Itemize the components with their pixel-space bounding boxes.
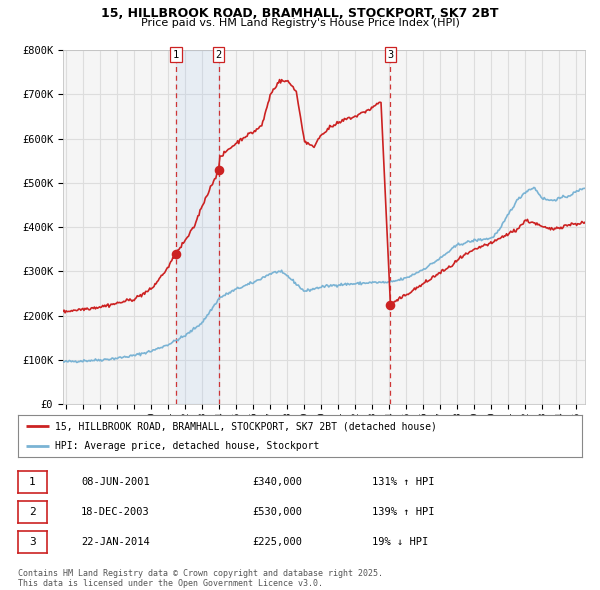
Text: HPI: Average price, detached house, Stockport: HPI: Average price, detached house, Stoc…: [55, 441, 319, 451]
Point: [214, 165, 224, 175]
Text: £225,000: £225,000: [252, 537, 302, 547]
Text: Price paid vs. HM Land Registry's House Price Index (HPI): Price paid vs. HM Land Registry's House …: [140, 18, 460, 28]
Text: 2: 2: [29, 507, 36, 517]
Text: 1: 1: [173, 50, 179, 60]
Text: 2: 2: [215, 50, 222, 60]
Point: [171, 249, 181, 258]
Text: 08-JUN-2001: 08-JUN-2001: [81, 477, 150, 487]
Text: 15, HILLBROOK ROAD, BRAMHALL, STOCKPORT, SK7 2BT: 15, HILLBROOK ROAD, BRAMHALL, STOCKPORT,…: [101, 7, 499, 20]
Text: 19% ↓ HPI: 19% ↓ HPI: [372, 537, 428, 547]
Text: 18-DEC-2003: 18-DEC-2003: [81, 507, 150, 517]
Text: Contains HM Land Registry data © Crown copyright and database right 2025.
This d: Contains HM Land Registry data © Crown c…: [18, 569, 383, 588]
Point: [386, 300, 395, 309]
Bar: [176, 50, 219, 404]
Text: 3: 3: [387, 50, 394, 60]
Text: 1: 1: [29, 477, 36, 487]
Text: 131% ↑ HPI: 131% ↑ HPI: [372, 477, 434, 487]
Text: 139% ↑ HPI: 139% ↑ HPI: [372, 507, 434, 517]
Text: 15, HILLBROOK ROAD, BRAMHALL, STOCKPORT, SK7 2BT (detached house): 15, HILLBROOK ROAD, BRAMHALL, STOCKPORT,…: [55, 421, 437, 431]
Text: 3: 3: [29, 537, 36, 547]
Text: £340,000: £340,000: [252, 477, 302, 487]
Text: £530,000: £530,000: [252, 507, 302, 517]
Text: 22-JAN-2014: 22-JAN-2014: [81, 537, 150, 547]
